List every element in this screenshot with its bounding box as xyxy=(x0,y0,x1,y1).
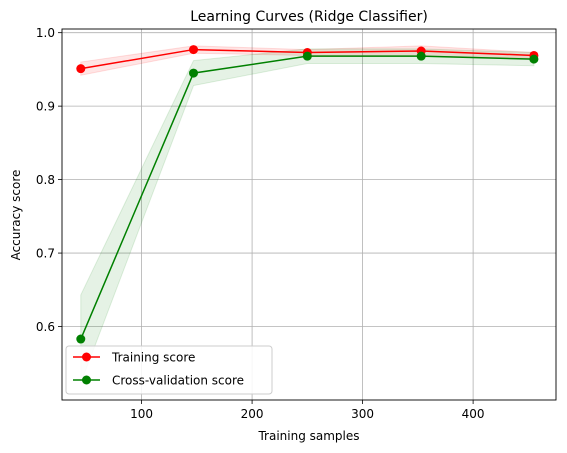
x-tick-label: 300 xyxy=(351,407,374,421)
y-tick-label: 0.6 xyxy=(36,320,55,334)
point-training xyxy=(189,45,199,55)
legend-marker-cv xyxy=(82,375,91,385)
y-tick-label: 0.7 xyxy=(36,247,55,261)
chart-title: Learning Curves (Ridge Classifier) xyxy=(190,9,428,25)
point-training xyxy=(76,64,86,74)
legend-marker-training xyxy=(82,352,91,362)
legend: Training score Cross-validation score xyxy=(65,345,273,395)
grid-lines xyxy=(62,29,556,400)
y-tick-label: 0.8 xyxy=(36,173,55,187)
legend-label-cv: Cross-validation score xyxy=(112,374,244,388)
x-tick-label: 400 xyxy=(462,407,485,421)
band-cv xyxy=(80,48,535,384)
point-cv xyxy=(76,334,86,344)
point-cv xyxy=(416,51,426,61)
legend-box xyxy=(65,345,273,395)
x-axis-label: Training samples xyxy=(257,429,359,443)
y-tick-label: 1.0 xyxy=(36,26,55,40)
series-points xyxy=(76,45,539,344)
point-cv xyxy=(189,68,199,78)
y-tick-label: 0.9 xyxy=(36,100,55,114)
x-axis-ticks: 100 200 300 400 xyxy=(130,400,485,421)
x-tick-label: 100 xyxy=(130,407,153,421)
y-axis-label: Accuracy score xyxy=(9,170,23,261)
point-cv xyxy=(302,51,312,61)
x-tick-label: 200 xyxy=(241,407,264,421)
plot-frame xyxy=(61,28,557,401)
legend-label-training: Training score xyxy=(111,351,195,365)
y-axis-ticks: 0.6 0.7 0.8 0.9 1.0 xyxy=(36,26,62,334)
point-cv xyxy=(529,54,539,64)
